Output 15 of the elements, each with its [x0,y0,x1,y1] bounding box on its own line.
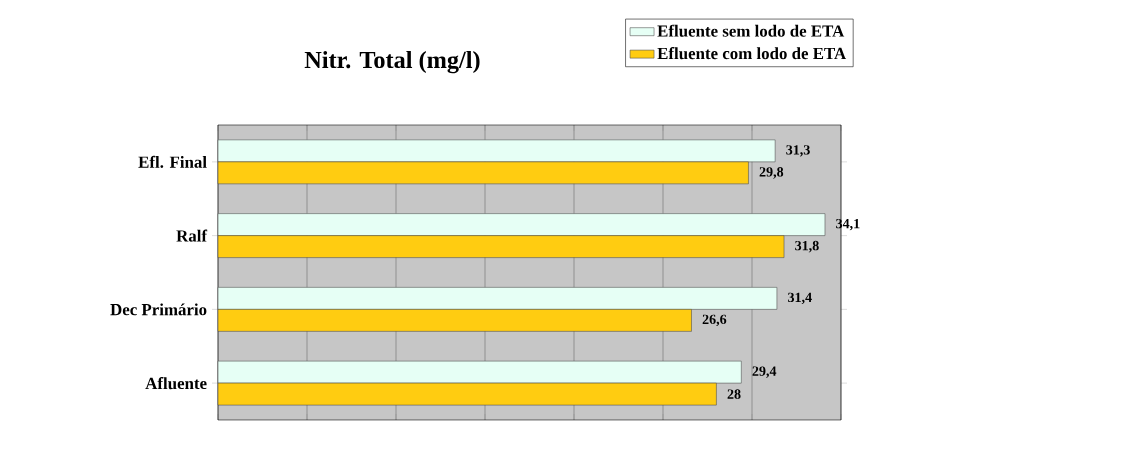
data-label: 26,6 [702,314,727,327]
data-label: 31,3 [786,145,810,157]
y-tick-label: Afluente [145,377,207,390]
y-tick-label: Efl. Final [138,155,207,168]
y-tick-label: Ralf [176,229,208,242]
data-label: 31,8 [795,240,819,253]
data-label: 31,4 [788,292,812,305]
data-label: 29,8 [759,167,784,179]
y-tick-label: Dec Primário [110,303,207,316]
data-label: 34,1 [836,218,860,231]
legend-label: Efluente sem lodo de ETA [657,24,845,37]
legend-label: Efluente com lodo de ETA [657,47,847,60]
data-label: 28 [727,389,741,399]
chart-title: Nitr. Total (mg/l) [304,51,480,74]
data-label: 29,4 [752,366,777,378]
